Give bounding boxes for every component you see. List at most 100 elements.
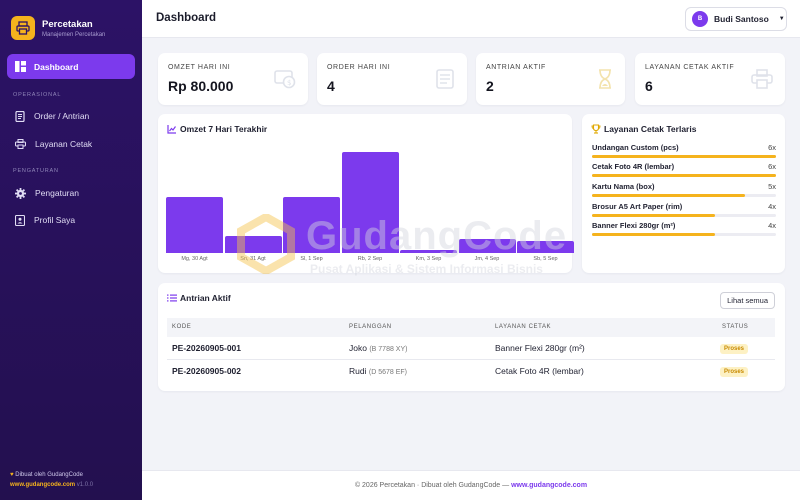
service-cell: Banner Flexi 280gr (m²) bbox=[495, 343, 585, 353]
page-title: Dashboard bbox=[156, 12, 217, 24]
row-divider bbox=[167, 359, 775, 360]
stat-value: Rp 80.000 bbox=[168, 78, 234, 94]
view-all-button[interactable]: Lihat semua bbox=[720, 292, 775, 309]
id-card-icon bbox=[15, 214, 25, 226]
sidebar-item-profil[interactable]: Profil Saya bbox=[7, 208, 135, 232]
caret-down-icon: ▼ bbox=[778, 16, 785, 22]
customer-name: Joko bbox=[349, 343, 367, 353]
top-services-title: Layanan Cetak Terlaris bbox=[604, 124, 697, 134]
column-header-layanan: LAYANAN CETAK bbox=[495, 324, 552, 330]
top-services-card: Layanan Cetak Terlaris Undangan Custom (… bbox=[582, 114, 785, 273]
printer-icon bbox=[15, 139, 26, 149]
sidebar-item-pengaturan[interactable]: Pengaturan bbox=[7, 181, 135, 205]
brand-title: Percetakan bbox=[42, 18, 93, 30]
avatar: B bbox=[692, 11, 708, 27]
chart-bar bbox=[458, 238, 516, 253]
sidebar-item-label: Layanan Cetak bbox=[35, 139, 93, 149]
version-text: v1.0.0 bbox=[76, 482, 94, 488]
service-count: 6x bbox=[768, 162, 776, 171]
stat-card-layanan: LAYANAN CETAK AKTIF 6 bbox=[635, 53, 785, 105]
column-header-status: STATUS bbox=[722, 324, 749, 330]
progress-track bbox=[592, 174, 776, 177]
footer-text: © 2026 Percetakan · Dibuat oleh GudangCo… bbox=[354, 482, 512, 489]
user-name: Budi Santoso bbox=[714, 14, 769, 24]
gudangcode-link[interactable]: www.gudangcode.com bbox=[10, 482, 76, 488]
chart-bar bbox=[283, 197, 340, 253]
stat-card-order: ORDER HARI INI 4 bbox=[317, 53, 467, 105]
chart-tick-label: Sn, 31 Agt bbox=[240, 256, 266, 262]
chart-bar bbox=[341, 152, 399, 253]
chart-tick-label: Km, 3 Sep bbox=[415, 256, 442, 262]
page-footer: © 2026 Percetakan · Dibuat oleh GudangCo… bbox=[142, 470, 800, 500]
chart-card-omzet: Omzet 7 Hari Terakhir Mg, 30 Agt Sn, 31 A… bbox=[158, 114, 574, 273]
stat-card-antrian: ANTRIAN AKTIF 2 bbox=[476, 53, 625, 105]
service-count: 6x bbox=[768, 143, 776, 152]
service-count: 4x bbox=[768, 202, 776, 211]
chart-tick-label: Jm, 4 Sep bbox=[474, 256, 500, 262]
dashboard-icon bbox=[15, 61, 26, 72]
chart-bar bbox=[224, 235, 282, 253]
stat-value: 6 bbox=[645, 78, 653, 94]
progress-fill bbox=[592, 214, 715, 217]
queue-card: Antrian Aktif Lihat semua KODE PELANGGAN… bbox=[158, 283, 785, 391]
stat-value: 4 bbox=[327, 78, 335, 94]
column-header-pelanggan: PELANGGAN bbox=[349, 324, 392, 330]
brand[interactable]: Percetakan Manajemen Percetakan bbox=[0, 0, 142, 46]
stat-label: OMZET HARI INI bbox=[168, 64, 231, 71]
section-label-pengaturan: PENGATURAN bbox=[13, 168, 59, 174]
chart-tick-label: Rb, 2 Sep bbox=[357, 256, 383, 262]
sidebar-item-label: Profil Saya bbox=[34, 215, 76, 225]
order-code: PE-20260905-002 bbox=[172, 366, 242, 376]
chart-bar bbox=[517, 240, 574, 253]
progress-track bbox=[592, 194, 776, 197]
service-count: 5x bbox=[768, 182, 776, 191]
sidebar-item-order[interactable]: Order / Antrian bbox=[7, 104, 135, 128]
column-header-kode: KODE bbox=[172, 324, 192, 330]
made-by-text: Dibuat oleh GudangCode bbox=[15, 472, 83, 478]
service-name: Cetak Foto 4R (lembar) bbox=[592, 162, 675, 171]
queue-title: Antrian Aktif bbox=[180, 293, 231, 303]
service-name: Brosur A5 Art Paper (rim) bbox=[592, 202, 683, 211]
chart-tick-label: Mg, 30 Agt bbox=[181, 256, 208, 262]
progress-track bbox=[592, 155, 776, 158]
sidebar: Percetakan Manajemen Percetakan Dashboar… bbox=[0, 0, 142, 500]
sidebar-item-layanan[interactable]: Layanan Cetak bbox=[7, 132, 135, 156]
progress-fill bbox=[592, 194, 746, 197]
chart-bar bbox=[166, 197, 223, 253]
printer-logo-icon bbox=[11, 16, 35, 40]
sidebar-item-label: Dashboard bbox=[34, 61, 79, 72]
receipt-icon bbox=[436, 69, 454, 89]
service-name: Banner Flexi 280gr (m²) bbox=[592, 221, 676, 230]
cash-icon: $ bbox=[274, 70, 296, 89]
topbar: Dashboard B Budi Santoso ▼ bbox=[142, 0, 800, 38]
sidebar-footer: ♥ Dibuat oleh GudangCode www.gudangcode.… bbox=[10, 470, 93, 490]
printer-icon bbox=[751, 69, 773, 89]
sidebar-item-dashboard[interactable]: Dashboard bbox=[7, 54, 135, 79]
chart-tick-label: Sl, 1 Sep bbox=[300, 256, 323, 262]
section-label-operasional: OPERASIONAL bbox=[13, 92, 62, 98]
status-badge: Proses bbox=[720, 367, 749, 377]
customer-plate: (B 7788 XY) bbox=[369, 346, 408, 353]
hourglass-icon bbox=[599, 69, 611, 89]
customer-plate: (D 5678 EF) bbox=[368, 369, 407, 376]
user-menu-button[interactable]: B Budi Santoso ▼ bbox=[685, 7, 787, 31]
progress-fill bbox=[592, 155, 776, 158]
heart-icon: ♥ bbox=[10, 472, 14, 478]
stat-label: ANTRIAN AKTIF bbox=[486, 64, 546, 71]
footer-link[interactable]: www.gudangcode.com bbox=[511, 482, 588, 489]
progress-track bbox=[592, 214, 776, 217]
list-icon bbox=[167, 294, 177, 302]
stat-label: LAYANAN CETAK AKTIF bbox=[645, 64, 735, 71]
chart-title: Omzet 7 Hari Terakhir bbox=[180, 124, 268, 134]
brand-subtitle: Manajemen Percetakan bbox=[42, 31, 106, 38]
customer-name: Rudi bbox=[349, 366, 367, 376]
trophy-icon bbox=[591, 124, 601, 134]
order-code: PE-20260905-001 bbox=[172, 343, 242, 353]
stat-card-omzet: OMZET HARI INI Rp 80.000 $ bbox=[158, 53, 308, 105]
receipt-icon bbox=[15, 110, 25, 122]
progress-track bbox=[592, 233, 776, 236]
table-header bbox=[167, 318, 775, 337]
chart-bar bbox=[400, 249, 457, 253]
service-name: Undangan Custom (pcs) bbox=[592, 143, 679, 152]
service-count: 4x bbox=[768, 221, 776, 230]
